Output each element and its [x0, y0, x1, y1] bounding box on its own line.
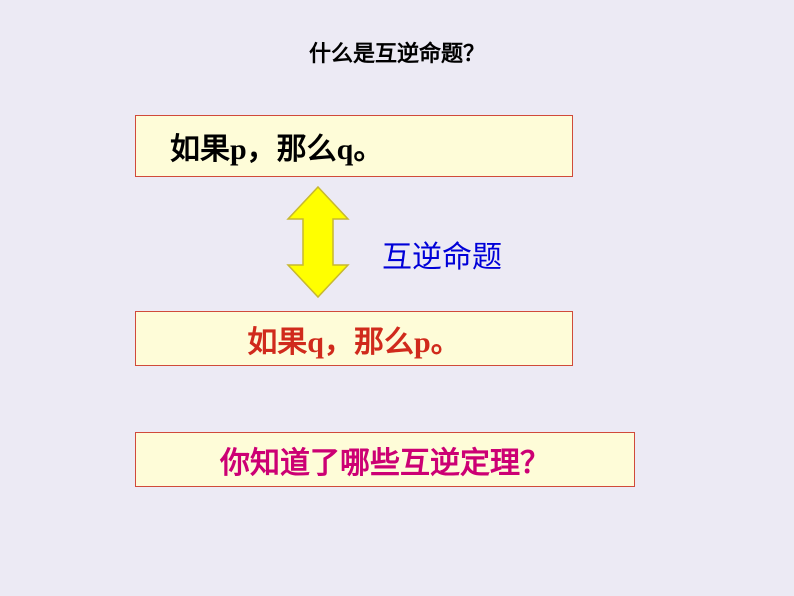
question-box: 你知道了哪些互逆定理？: [135, 432, 635, 487]
arrow-label: 互逆命题: [382, 232, 502, 276]
proposition-box-2: 如果q，那么p。: [135, 311, 573, 366]
proposition-text-2: 如果q，那么p。: [136, 312, 572, 365]
double-arrow-shape: [288, 187, 348, 297]
slide-title: 什么是互逆命题？: [0, 36, 794, 68]
proposition-text-1: 如果p，那么q。: [136, 116, 606, 176]
double-arrow-icon: [285, 185, 351, 299]
question-text: 你知道了哪些互逆定理？: [136, 433, 634, 486]
proposition-box-1: 如果p，那么q。: [135, 115, 573, 177]
